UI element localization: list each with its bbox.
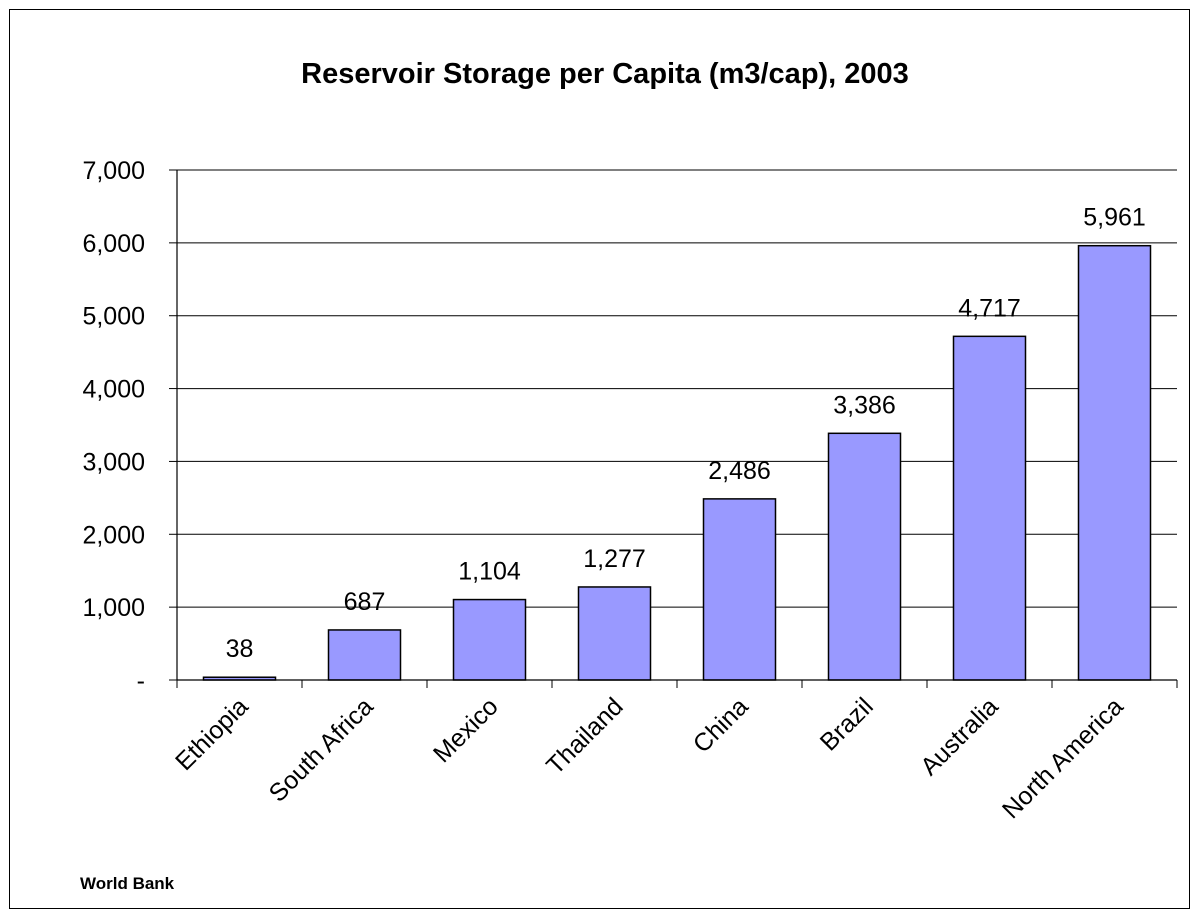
y-tick-label: 5,000	[82, 303, 145, 331]
x-tick-label: Australia	[915, 692, 1004, 781]
y-tick-label: -	[137, 667, 145, 695]
bar-south-africa	[327, 629, 402, 681]
data-label: 1,277	[583, 545, 646, 573]
bar-australia	[952, 335, 1027, 681]
y-tick-label: 6,000	[82, 230, 145, 258]
y-tick-label: 1,000	[82, 594, 145, 622]
data-label: 2,486	[708, 457, 771, 485]
bar-brazil	[827, 432, 902, 681]
x-tick-label: Thailand	[541, 692, 629, 780]
bar-china	[702, 498, 777, 681]
x-tick-label: South Africa	[264, 692, 379, 807]
x-tick-label: North America	[997, 692, 1129, 824]
y-tick-label: 2,000	[82, 521, 145, 549]
x-tick-label: China	[688, 692, 754, 758]
bar-thailand	[577, 586, 652, 681]
x-tick-label: Brazil	[815, 692, 879, 756]
gridlines	[177, 169, 1177, 608]
x-tick-label: Ethiopia	[170, 692, 254, 776]
y-tick-label: 3,000	[82, 448, 145, 476]
data-label: 4,717	[958, 294, 1021, 322]
data-label: 3,386	[833, 391, 896, 419]
x-tick-label: Mexico	[428, 692, 504, 768]
data-label: 687	[344, 588, 386, 616]
bar-north-america	[1077, 244, 1152, 681]
data-label: 1,104	[458, 558, 521, 586]
bar-mexico	[452, 598, 527, 681]
y-tick-label: 4,000	[82, 376, 145, 404]
y-tick-label: 7,000	[82, 157, 145, 185]
data-label: 5,961	[1083, 204, 1146, 232]
source-note: World Bank	[80, 874, 175, 893]
bars	[202, 244, 1152, 681]
data-label: 38	[226, 635, 254, 663]
axes	[169, 169, 1178, 688]
chart-title: Reservoir Storage per Capita (m3/cap), 2…	[301, 58, 909, 90]
